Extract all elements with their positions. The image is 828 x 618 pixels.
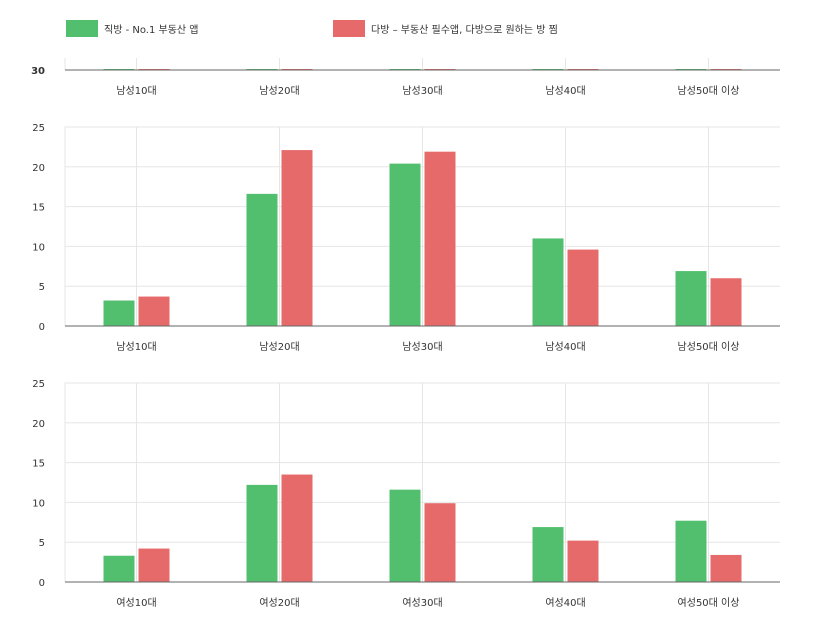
y-tick-label: 20 <box>32 163 45 174</box>
bar-dabang-3 <box>567 540 599 582</box>
y-tick-label: 15 <box>32 459 45 470</box>
bar-dabang-2 <box>424 503 456 582</box>
bar-dabang-0 <box>138 296 170 326</box>
x-tick-label: 여성20대 <box>259 597 299 609</box>
y-tick-label: 25 <box>32 123 45 134</box>
bar-zigbang-3 <box>532 238 564 326</box>
bar-zigbang-1 <box>246 193 278 326</box>
x-tick-label: 남성40대 <box>545 341 585 353</box>
bar-zigbang-4 <box>675 271 707 326</box>
y-tick-label: 0 <box>39 322 45 333</box>
bar-zigbang-2 <box>389 489 421 582</box>
x-tick-label: 여성30대 <box>402 597 442 609</box>
y-tick-label: 30 <box>31 66 45 77</box>
x-tick-label: 여성40대 <box>545 597 585 609</box>
x-tick-label: 여성50대 이상 <box>678 597 740 609</box>
bar-dabang-0 <box>138 548 170 582</box>
x-tick-label: 남성30대 <box>402 341 442 353</box>
x-tick-label: 남성20대 <box>259 85 299 97</box>
bar-dabang-4 <box>710 554 742 582</box>
legend-label-dabang: 다방 – 부동산 필수앱, 다방으로 원하는 방 찜 <box>371 25 558 36</box>
x-tick-label: 남성10대 <box>116 85 156 97</box>
bar-dabang-1 <box>281 150 313 326</box>
bar-zigbang-1 <box>246 484 278 582</box>
bar-zigbang-2 <box>389 163 421 326</box>
y-tick-label: 10 <box>32 242 45 253</box>
legend: 직방 - No.1 부동산 앱 다방 – 부동산 필수앱, 다방으로 원하는 방… <box>0 0 828 60</box>
y-tick-label: 10 <box>32 498 45 509</box>
bar-dabang-2 <box>424 151 456 326</box>
x-tick-label: 남성50대 이상 <box>678 85 740 97</box>
x-tick-label: 여성10대 <box>116 597 156 609</box>
y-tick-label: 5 <box>39 282 45 293</box>
y-tick-label: 20 <box>32 419 45 430</box>
x-tick-label: 남성50대 이상 <box>678 341 740 353</box>
x-tick-label: 남성30대 <box>402 85 442 97</box>
x-tick-label: 남성40대 <box>545 85 585 97</box>
y-tick-label: 15 <box>32 203 45 214</box>
legend-item-zigbang[interactable]: 직방 - No.1 부동산 앱 <box>66 20 199 37</box>
bar-dabang-3 <box>567 249 599 326</box>
y-tick-label: 5 <box>39 538 45 549</box>
bar-dabang-1 <box>281 474 313 582</box>
bar-zigbang-0 <box>103 300 135 326</box>
x-tick-label: 남성20대 <box>259 341 299 353</box>
legend-swatch-red <box>333 20 365 37</box>
bar-zigbang-4 <box>675 520 707 582</box>
legend-swatch-green <box>66 20 98 37</box>
bar-dabang-4 <box>710 278 742 326</box>
x-tick-label: 남성10대 <box>116 341 156 353</box>
legend-item-dabang[interactable]: 다방 – 부동산 필수앱, 다방으로 원하는 방 찜 <box>333 20 558 37</box>
legend-label-zigbang: 직방 - No.1 부동산 앱 <box>104 25 199 36</box>
y-tick-label: 25 <box>32 379 45 390</box>
bar-zigbang-0 <box>103 555 135 582</box>
bar-zigbang-3 <box>532 527 564 582</box>
y-tick-label: 0 <box>39 578 45 589</box>
